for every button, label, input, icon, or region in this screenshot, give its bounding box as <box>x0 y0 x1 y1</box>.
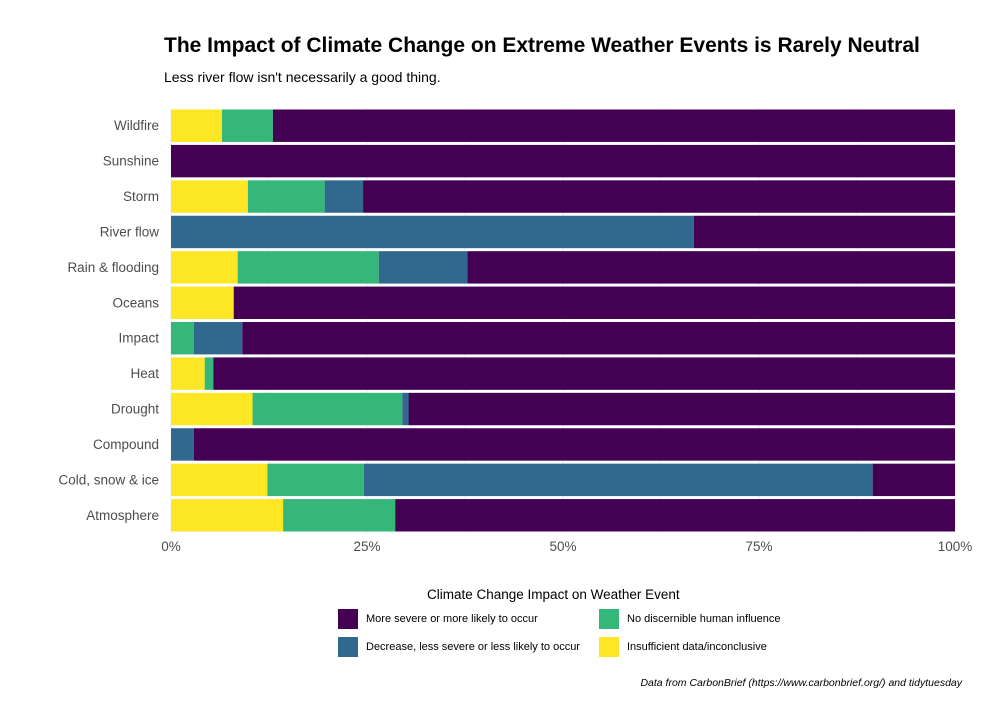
x-tick-label: 75% <box>745 539 772 554</box>
bars-layer <box>171 109 956 532</box>
y-tick-label: Oceans <box>112 295 159 310</box>
y-tick-label: Atmosphere <box>86 508 159 523</box>
bar-segment <box>171 392 253 426</box>
bar-segment <box>171 109 222 142</box>
y-tick-label: Compound <box>93 437 159 452</box>
bar-segment <box>252 392 403 426</box>
y-tick-label: Impact <box>118 331 159 346</box>
legend-swatch <box>599 637 619 657</box>
bar-segment <box>171 144 955 178</box>
bar-segment <box>171 428 194 461</box>
legend-label: Decrease, less severe or less likely to … <box>366 641 580 653</box>
chart-subtitle: Less river flow isn't necessarily a good… <box>164 69 441 85</box>
chart-caption: Data from CarbonBrief (https://www.carbo… <box>640 677 962 689</box>
legend-item-more-severe: More severe or more likely to occur <box>338 609 538 629</box>
chart-title: The Impact of Climate Change on Extreme … <box>164 34 920 57</box>
bar-segment <box>378 251 468 284</box>
bar-segment <box>171 215 694 249</box>
bar-segment <box>467 251 955 284</box>
x-axis-labels: 0% 25% 50% 75% 100% <box>161 539 972 554</box>
legend-label: More severe or more likely to occur <box>366 613 538 625</box>
bar-segment <box>171 463 268 497</box>
legend-item-insufficient: Insufficient data/inconclusive <box>599 637 767 657</box>
bar-segment <box>193 322 243 355</box>
y-tick-label: Sunshine <box>103 154 159 169</box>
x-tick-label: 100% <box>938 539 973 554</box>
legend-title: Climate Change Impact on Weather Event <box>427 587 680 602</box>
bar-segment <box>193 428 956 461</box>
x-tick-label: 0% <box>161 539 181 554</box>
bar-segment <box>324 180 364 213</box>
legend-item-decrease: Decrease, less severe or less likely to … <box>338 637 580 657</box>
legend-label: No discernible human influence <box>627 613 781 625</box>
bar-segment <box>171 499 284 532</box>
y-tick-label: Rain & flooding <box>67 260 159 275</box>
bar-segment <box>247 180 325 213</box>
bar-segment <box>204 357 214 390</box>
bar-segment <box>872 463 955 497</box>
y-tick-label: Cold, snow & ice <box>58 472 159 487</box>
y-axis-labels: Wildfire Sunshine Storm River flow Rain & fl… <box>58 118 159 523</box>
bar-segment <box>693 215 955 249</box>
bar-segment <box>395 499 955 532</box>
y-tick-label: Heat <box>130 366 159 381</box>
bar-segment <box>242 322 955 355</box>
bar-segment <box>363 463 873 497</box>
bar-segment <box>402 392 409 426</box>
legend-swatch <box>338 609 358 629</box>
bar-segment <box>233 286 956 319</box>
bar-segment <box>171 322 194 355</box>
y-tick-label: Storm <box>123 189 159 204</box>
bar-segment <box>221 109 273 142</box>
bar-segment <box>171 357 205 390</box>
bar-segment <box>171 286 234 319</box>
legend-swatch <box>338 637 358 657</box>
legend-label: Insufficient data/inconclusive <box>627 641 767 653</box>
y-tick-label: River flow <box>100 224 160 239</box>
bar-segment <box>283 499 396 532</box>
y-tick-label: Wildfire <box>114 118 159 133</box>
legend-item-no-influence: No discernible human influence <box>599 609 780 629</box>
x-tick-label: 50% <box>549 539 576 554</box>
bar-segment <box>171 180 248 213</box>
bar-segment <box>363 180 956 213</box>
bar-segment <box>171 251 238 284</box>
x-tick-label: 25% <box>353 539 380 554</box>
bar-segment <box>213 357 955 390</box>
bar-segment <box>267 463 364 497</box>
bar-segment <box>237 251 379 284</box>
legend-swatch <box>599 609 619 629</box>
y-tick-label: Drought <box>111 402 159 417</box>
bar-segment <box>272 109 955 142</box>
bar-segment <box>408 392 955 426</box>
